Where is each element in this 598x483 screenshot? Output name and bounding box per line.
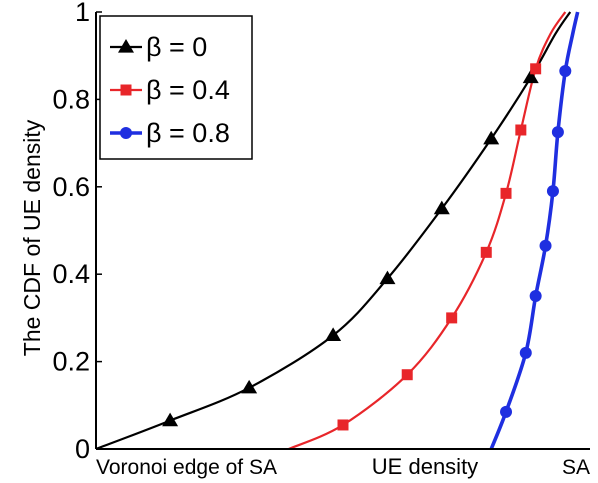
series-line-1: [288, 11, 567, 451]
y-tick-label: 0.6: [52, 172, 90, 202]
series-0-marker: [483, 130, 500, 145]
legend-label-1: β = 0.4: [146, 75, 230, 105]
series-1-marker: [515, 124, 527, 136]
series-0-marker: [379, 270, 396, 285]
series-1-marker: [401, 369, 413, 381]
series-1-marker: [500, 187, 512, 199]
legend-label-2: β = 0.8: [146, 118, 230, 148]
y-tick-label: 0: [75, 434, 90, 464]
series-2-marker: [551, 126, 564, 139]
y-ticks: 0 0.2 0.4 0.6 0.8 1: [52, 0, 102, 464]
series-1-marker: [480, 246, 492, 258]
legend-marker-1: [120, 84, 132, 96]
series-1-marker: [446, 312, 458, 324]
series-0-marker: [241, 379, 258, 394]
y-tick-label: 0.2: [52, 347, 90, 377]
series-2-marker: [519, 346, 532, 359]
series-1-marker: [530, 63, 542, 75]
series-0-marker: [433, 200, 450, 215]
series-2-marker: [559, 64, 572, 77]
series-0-marker: [325, 327, 342, 341]
series-2-marker: [500, 405, 513, 418]
series-line-2: [489, 11, 580, 450]
series-2-marker: [529, 290, 542, 303]
legend: β = 0 β = 0.4 β = 0.8: [99, 15, 253, 160]
legend-marker-2: [120, 127, 132, 139]
x-tick-label-right: SA: [562, 456, 590, 479]
series-2-marker: [546, 185, 559, 198]
y-tick-label: 1: [75, 0, 90, 27]
y-tick-label: 0.8: [52, 84, 90, 114]
legend-marker-0: [118, 39, 134, 53]
x-axis-label: UE density: [372, 454, 478, 479]
y-axis-label: The CDF of UE density: [19, 119, 45, 356]
series-0-marker: [522, 69, 539, 84]
plot-markers: [162, 63, 572, 431]
series-0-marker: [162, 412, 179, 427]
series-2-marker: [539, 239, 552, 252]
legend-items: β = 0 β = 0.4 β = 0.8: [110, 32, 230, 148]
legend-label-0: β = 0: [146, 32, 207, 62]
x-tick-label-left: Voronoi edge of SA: [96, 456, 277, 479]
series-1-marker: [337, 419, 349, 431]
y-tick-label: 0.4: [52, 259, 90, 289]
